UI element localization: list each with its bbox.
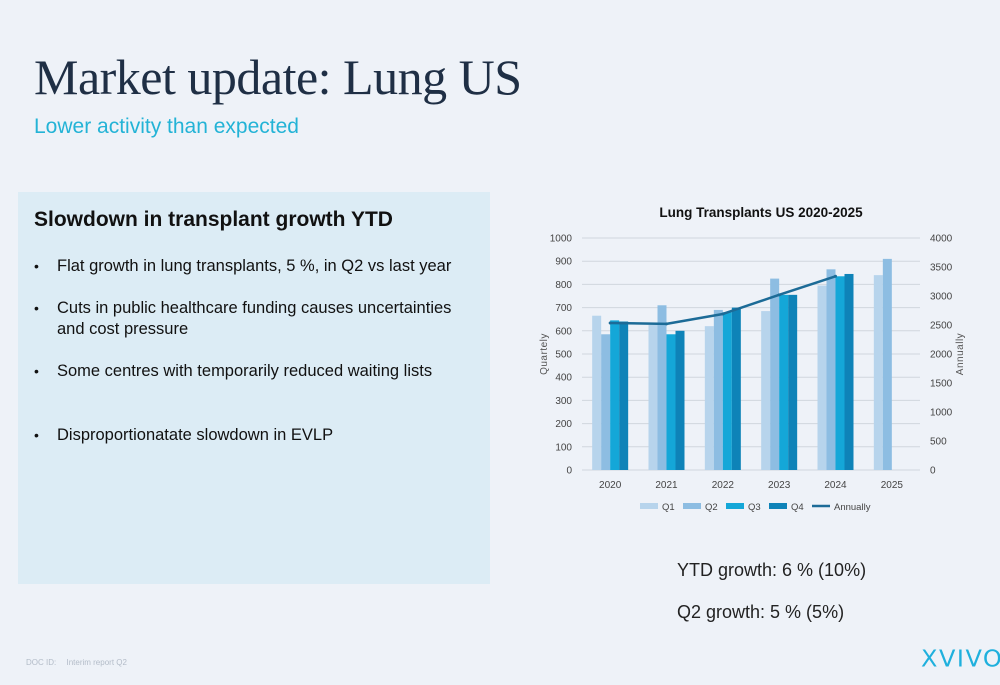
doc-name-label: Interim report Q2 [66, 658, 127, 667]
y-tick-label: 300 [555, 396, 572, 407]
annual-point [721, 312, 725, 316]
y2-tick-label: 3500 [930, 263, 953, 274]
y2-tick-label: 2500 [930, 321, 953, 332]
bar-q2 [657, 305, 667, 470]
x-tick-label: 2024 [824, 480, 847, 491]
bar-q1 [873, 275, 883, 470]
bar-q2 [882, 258, 892, 470]
bar-q4 [844, 273, 854, 470]
bullet-item: Some centres with temporarily reduced wa… [34, 361, 479, 382]
doc-id-label: DOC ID: [26, 658, 57, 667]
y-tick-label: 900 [555, 257, 572, 268]
bar-q1 [592, 315, 602, 470]
annual-point [834, 274, 837, 278]
bar-q2 [770, 278, 780, 470]
y-tick-label: 700 [555, 303, 572, 314]
bullet-item: Cuts in public healthcare funding causes… [34, 298, 479, 340]
footer: DOC ID: Interim report Q2 [26, 658, 135, 667]
panel-heading: Slowdown in transplant growth YTD [34, 208, 393, 231]
x-tick-label: 2020 [599, 480, 622, 491]
lung-transplants-chart: Lung Transplants US 2020-2025 0 100 200 300 4… [539, 205, 966, 513]
q2-growth-text: Q2 growth: 5 % (5%) [677, 602, 845, 622]
xvivo-logo: XVIVO [921, 645, 1000, 673]
page-title: Market update: Lung US [34, 49, 522, 105]
bullet-list: Flat growth in lung transplants, 5 %, in… [34, 256, 479, 446]
y-tick-label: 400 [555, 373, 572, 384]
bar-q4 [619, 321, 629, 470]
bar-q3 [779, 294, 789, 470]
legend-label: Q4 [791, 502, 804, 513]
y-tick-label: 1000 [550, 234, 573, 245]
y-tick-label: 200 [555, 419, 572, 430]
y2-tick-label: 1500 [930, 379, 953, 390]
annual-point [777, 293, 781, 297]
legend-label: Q2 [705, 502, 718, 513]
ytd-growth-text: YTD growth: 6 % (10%) [677, 560, 867, 580]
legend-swatch-q4 [769, 503, 787, 509]
x-tick-label: 2021 [655, 480, 678, 491]
bar-q1 [761, 311, 771, 470]
bar-q3 [666, 334, 676, 470]
x-tick-label: 2025 [881, 480, 904, 491]
y2-tick-label: 3000 [930, 292, 953, 303]
bar-q4 [788, 294, 798, 470]
x-tick-label: 2022 [712, 480, 735, 491]
bar-q4 [731, 307, 741, 470]
bar-q1 [817, 285, 827, 470]
bullet-item: Flat growth in lung transplants, 5 %, in… [34, 256, 479, 277]
legend-label: Q3 [748, 502, 761, 513]
y-tick-label: 600 [555, 326, 572, 337]
bar-q2 [826, 269, 836, 470]
annual-point [608, 321, 612, 325]
bar-q4 [675, 330, 685, 470]
bar-q3 [610, 320, 620, 470]
page-subtitle: Lower activity than expected [34, 115, 299, 138]
legend-swatch-q1 [640, 503, 658, 509]
y2-tick-label: 4000 [930, 234, 953, 245]
bar-q2 [713, 309, 723, 470]
bar-q3 [722, 312, 732, 470]
y2-tick-label: 2000 [930, 350, 953, 361]
bar-q1 [704, 326, 714, 470]
y-tick-label: 500 [555, 350, 572, 361]
summary-panel: Slowdown in transplant growth YTD Flat g… [18, 192, 490, 584]
chart-title: Lung Transplants US 2020-2025 [659, 205, 863, 220]
y2-tick-label: 500 [930, 437, 947, 448]
bullet-item: Disproportionatate slowdown in EVLP [34, 425, 479, 446]
legend-label: Q1 [662, 502, 675, 513]
x-tick-label: 2023 [768, 480, 791, 491]
y2-tick-label: 0 [930, 466, 936, 477]
annual-point [665, 322, 668, 326]
bar-q3 [835, 276, 845, 470]
y2-tick-label: 1000 [930, 408, 953, 419]
legend-label: Annually [834, 502, 871, 513]
bar-q1 [648, 325, 658, 470]
y-axis-title: Quartely [539, 333, 550, 375]
y-tick-label: 100 [555, 442, 572, 453]
y-tick-label: 0 [566, 466, 572, 477]
y2-axis-title: Annually [955, 333, 966, 375]
bar-q2 [601, 334, 611, 470]
y-tick-label: 800 [555, 280, 572, 291]
chart-container: Lung Transplants US 2020-2025 0 100 200 300 4… [520, 196, 990, 526]
legend-swatch-q2 [683, 503, 701, 509]
legend-swatch-q3 [726, 503, 744, 509]
